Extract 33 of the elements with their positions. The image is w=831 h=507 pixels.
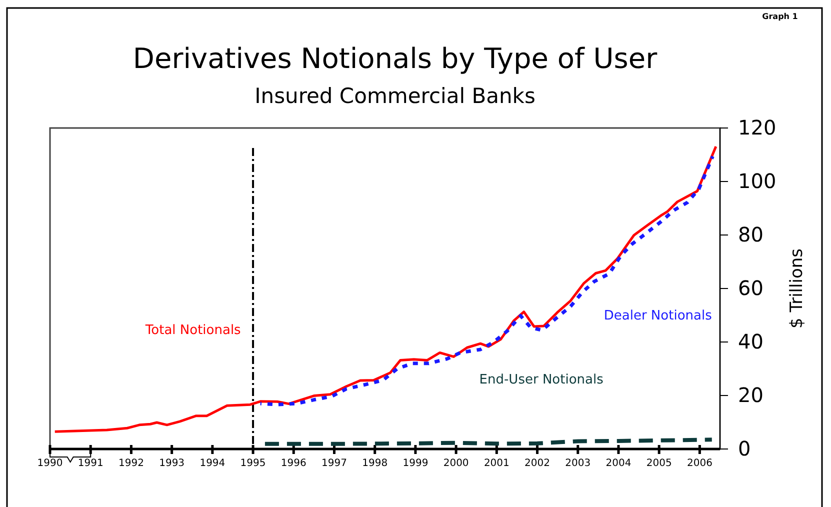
- line-series: [54, 145, 718, 433]
- y-tick-label: 0: [738, 436, 751, 460]
- y-tick-label: 100: [738, 168, 776, 193]
- x-tick-label: 2000: [443, 458, 469, 469]
- y-tick-label: 120: [738, 115, 776, 140]
- text: End-User Notionals: [479, 372, 604, 388]
- chart-subtitle: Insured Commercial Banks: [254, 84, 536, 108]
- x-tick-label: 2003: [565, 458, 591, 469]
- x-tick-label: 1997: [322, 458, 347, 469]
- x-tick-label: 1995: [240, 458, 266, 469]
- x-tick-label: 1990: [37, 458, 63, 469]
- y-tick-label: 60: [738, 276, 764, 300]
- y-axis-title: $ Trillions: [787, 248, 807, 329]
- chart-title: Derivatives Notionals by Type of User: [132, 42, 658, 75]
- y-tick-label: 80: [738, 222, 764, 246]
- x-tick-label: 2002: [524, 458, 550, 469]
- x-tick-label: 2001: [484, 458, 510, 469]
- x-tick-label: 1994: [200, 458, 226, 469]
- text: Total Notionals: [144, 322, 242, 338]
- x-tick-label: 1996: [280, 458, 306, 469]
- x-tick-label: 1999: [402, 458, 428, 469]
- x-tick-label: 2005: [646, 458, 672, 469]
- y-tick-label: 20: [738, 382, 764, 407]
- x-tick-label: 1998: [362, 458, 388, 469]
- x-tick-label: 1991: [78, 458, 104, 469]
- x-tick-label: 1993: [159, 458, 185, 469]
- caption: Graph 1: [762, 12, 798, 21]
- line-series: [258, 154, 714, 406]
- y-tick-label: 40: [738, 329, 764, 354]
- x-tick-label: 1992: [118, 458, 144, 469]
- x-tick-label: 2006: [686, 458, 712, 469]
- text: Dealer Notionals: [604, 308, 712, 324]
- x-tick-label: 2004: [606, 458, 632, 469]
